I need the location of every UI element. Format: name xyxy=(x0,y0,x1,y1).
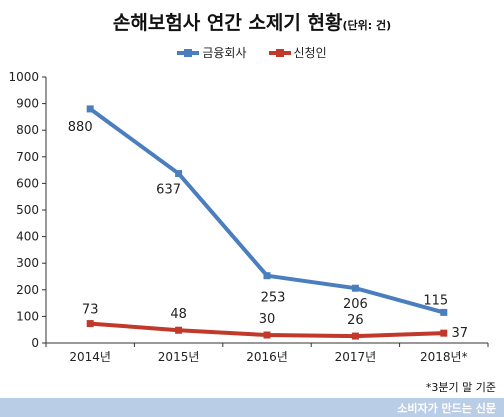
y-tick-label-1: 100 xyxy=(16,309,39,323)
x-tick-label-2: 2016년 xyxy=(246,350,288,364)
y-tick-label-10: 1000 xyxy=(8,70,39,84)
x-tick-label-4: 2018년* xyxy=(420,350,468,364)
x-tick-label-0: 2014년 xyxy=(69,350,111,364)
y-tick-label-2: 200 xyxy=(16,283,39,297)
series-1-data-label-0: 73 xyxy=(82,303,99,318)
x-tick-label-1: 2015년 xyxy=(158,350,200,364)
chart-title-text: 손해보험사 연간 소제기 현황 xyxy=(112,12,343,34)
y-tick-label-8: 800 xyxy=(16,123,39,137)
brand-bar: 소비자가 만드는 신문 xyxy=(0,398,504,417)
x-tick-label-3: 2017년 xyxy=(335,350,377,364)
series-1-point-2 xyxy=(263,331,271,339)
series-1-data-label-2: 30 xyxy=(259,312,276,327)
series-1-point-4 xyxy=(440,329,448,337)
series-1-point-1 xyxy=(175,326,183,334)
series-1-data-label-4: 37 xyxy=(452,326,469,341)
y-tick-label-6: 600 xyxy=(16,176,39,190)
series-line-0 xyxy=(88,106,446,315)
footnote: *3분기 말 기준 xyxy=(425,381,496,394)
series-1-point-3 xyxy=(351,332,359,340)
series-1-data-label-3: 26 xyxy=(347,313,364,328)
series-0-point-1 xyxy=(175,170,183,178)
legend-swatch-0 xyxy=(177,48,200,57)
y-tick-label-3: 300 xyxy=(16,256,39,270)
brand-text: 소비자가 만드는 신문 xyxy=(397,402,496,415)
series-0-point-2 xyxy=(263,272,271,280)
series-0-point-3 xyxy=(351,284,359,292)
legend-label-0: 금융회사 xyxy=(202,46,247,60)
y-tick-label-7: 700 xyxy=(16,150,39,164)
legend-item-1: 신청인 xyxy=(268,44,327,61)
y-tick-label-4: 400 xyxy=(16,230,39,244)
y-tick-label-9: 900 xyxy=(16,97,39,111)
series-0-point-0 xyxy=(86,105,94,113)
series-1-data-label-1: 48 xyxy=(170,307,187,322)
y-tick-label-0: 0 xyxy=(31,336,39,350)
series-0-data-label-0: 880 xyxy=(68,120,93,135)
series-0-data-label-2: 253 xyxy=(261,291,286,306)
series-0-point-4 xyxy=(440,308,448,316)
chart-title: 손해보험사 연간 소제기 현황(단위: 건) xyxy=(0,8,504,35)
y-tick-label-5: 500 xyxy=(16,203,39,217)
legend: 금융회사 신청인 xyxy=(0,44,504,61)
legend-label-1: 신청인 xyxy=(293,46,327,60)
series-0-data-label-3: 206 xyxy=(343,297,368,312)
series-0-data-label-4: 115 xyxy=(423,293,448,308)
legend-item-0: 금융회사 xyxy=(177,44,247,61)
series-0-data-label-1: 637 xyxy=(156,183,181,198)
series-1-point-0 xyxy=(86,320,94,328)
chart-title-unit: (단위: 건) xyxy=(342,19,392,32)
legend-swatch-1 xyxy=(268,48,291,57)
